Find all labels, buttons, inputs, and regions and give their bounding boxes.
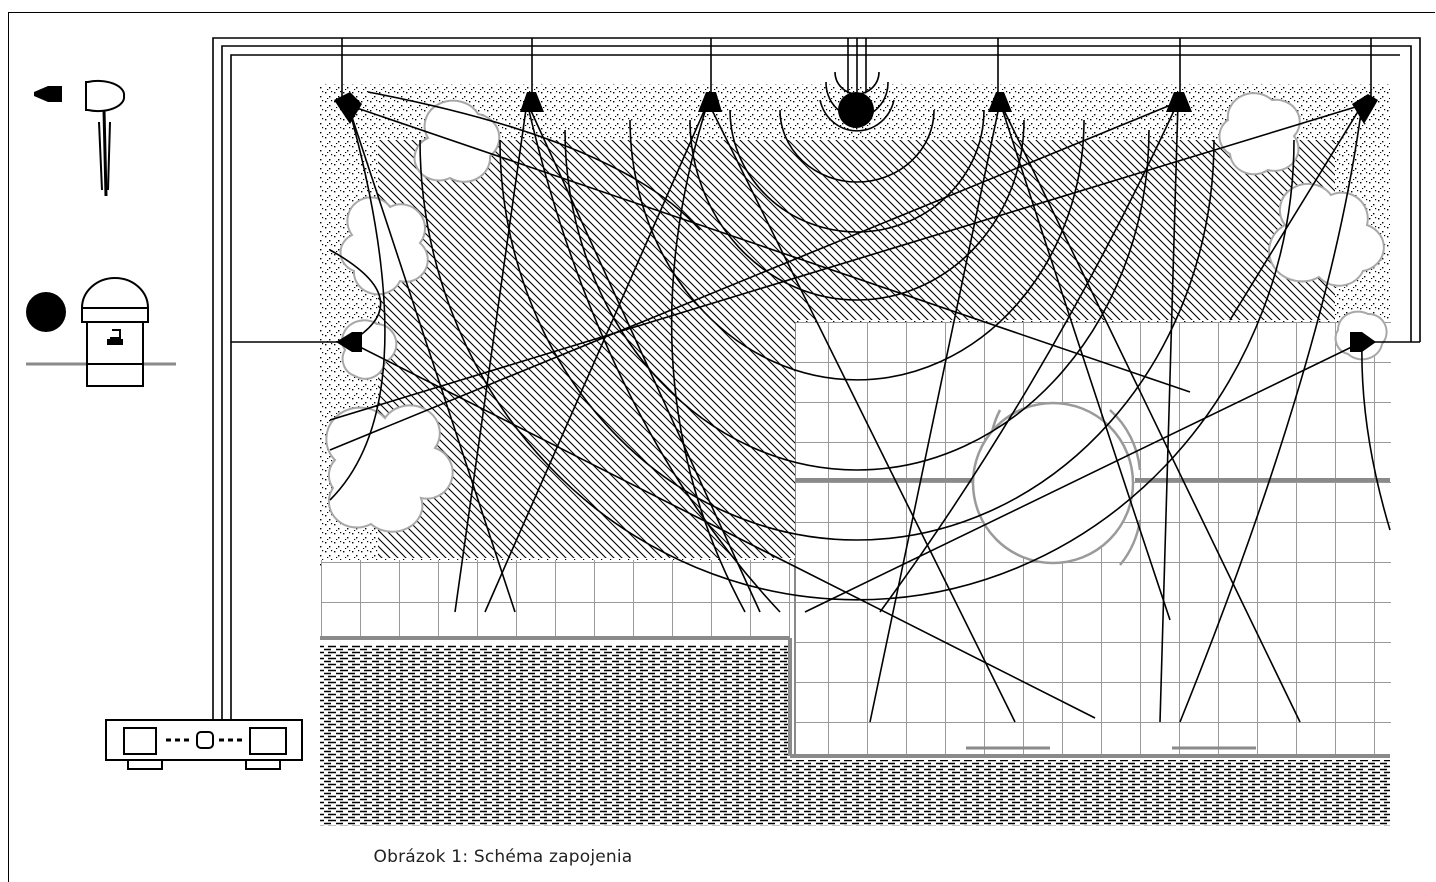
legend-subwoofer xyxy=(26,277,176,387)
spotlight-speakers xyxy=(334,92,1378,352)
spotlight-speaker xyxy=(520,92,544,112)
spotlight-speaker xyxy=(988,92,1012,112)
spotlight-speaker xyxy=(1352,94,1378,124)
lawn xyxy=(320,645,1390,826)
wiring xyxy=(212,37,1421,720)
paving-edges xyxy=(320,478,1390,758)
pond xyxy=(971,401,1142,566)
legend-spotlight xyxy=(34,79,126,197)
spotlight-speaker xyxy=(1166,92,1192,112)
tiled-patio xyxy=(321,322,1391,754)
spotlight-icon xyxy=(85,79,126,197)
spotlight-speaker xyxy=(1350,332,1376,352)
diagram-frame xyxy=(8,12,1435,882)
spotlight-speaker xyxy=(334,92,362,124)
subwoofer-symbol xyxy=(26,292,66,332)
subwoofer-icon xyxy=(26,277,176,387)
subwoofer-waves xyxy=(419,71,1295,601)
coverage-lines xyxy=(329,91,1391,723)
figure-caption: Obrázok 1: Schéma zapojenia xyxy=(373,847,633,867)
amplifier-icon xyxy=(105,719,303,770)
planting-area xyxy=(378,140,1335,558)
spotlight-symbol xyxy=(34,86,62,102)
subwoofer xyxy=(838,92,874,128)
spotlight-speaker xyxy=(698,92,722,112)
spotlight-speaker xyxy=(336,332,362,352)
